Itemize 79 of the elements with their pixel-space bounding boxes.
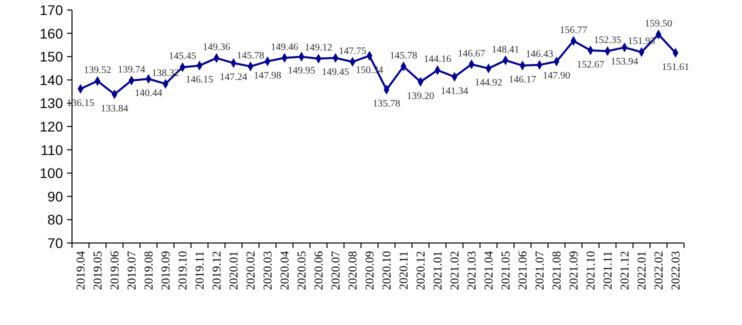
- y-tick-label: 130: [40, 95, 64, 112]
- x-tick-label: 2019.11: [192, 251, 206, 290]
- data-label: 135.78: [372, 98, 400, 110]
- data-label: 139.20: [406, 90, 434, 102]
- x-tick-label: 2021.07: [532, 251, 546, 290]
- y-tick-label: 140: [40, 72, 64, 88]
- x-tick-label: 2021.02: [448, 251, 462, 290]
- data-label: 139.52: [84, 65, 112, 76]
- data-label: 146.43: [526, 48, 554, 60]
- x-tick-label: 2019.09: [158, 251, 172, 290]
- x-tick-label: 2022.03: [668, 251, 682, 290]
- data-label: 152.67: [576, 59, 604, 70]
- x-tick-label: 2022.02: [652, 251, 666, 290]
- x-tick-label: 2021.05: [498, 251, 512, 290]
- y-tick-label: 80: [47, 212, 64, 228]
- data-label: 153.94: [610, 56, 638, 68]
- data-label: 147.98: [254, 70, 282, 82]
- x-tick-label: 2021.10: [584, 251, 598, 290]
- x-tick-label: 2021.11: [600, 251, 614, 290]
- x-tick-label: 2019.07: [124, 251, 138, 290]
- data-label: 147.90: [542, 70, 570, 82]
- y-tick-label: 70: [47, 235, 64, 251]
- data-label: 149.12: [304, 42, 332, 54]
- x-tick-label: 2021.04: [482, 251, 496, 290]
- x-tick-label: 2019.04: [74, 251, 88, 290]
- x-tick-label: 2019.10: [176, 251, 190, 290]
- data-label: 152.35: [594, 35, 622, 46]
- y-tick-label: 170: [40, 2, 64, 18]
- data-label: 140.44: [134, 88, 162, 99]
- data-label: 149.36: [202, 42, 230, 54]
- data-label: 145.78: [390, 50, 418, 62]
- x-tick-label: 2021.08: [550, 251, 564, 290]
- data-label: 144.92: [474, 77, 502, 88]
- x-tick-label: 2019.05: [90, 251, 104, 290]
- x-tick-label: 2020.05: [294, 251, 308, 290]
- y-tick-label: 100: [40, 165, 64, 182]
- data-label: 149.46: [270, 42, 298, 53]
- x-tick-label: 2020.08: [346, 251, 360, 290]
- data-label: 145.78: [236, 50, 264, 62]
- x-tick-label: 2020.09: [362, 251, 376, 290]
- x-tick-label: 2020.07: [328, 251, 342, 290]
- data-label: 148.41: [492, 44, 520, 56]
- data-label: 141.34: [440, 86, 468, 97]
- x-tick-label: 2022.01: [634, 251, 648, 290]
- x-tick-label: 2021.09: [566, 251, 580, 290]
- y-tick-label: 120: [40, 118, 64, 134]
- data-label: 151.61: [662, 62, 690, 73]
- x-tick-label: 2020.12: [414, 251, 428, 290]
- data-label: 145.45: [168, 51, 196, 62]
- x-tick-label: 2020.04: [278, 251, 292, 290]
- x-tick-label: 2021.03: [464, 251, 478, 290]
- x-tick-label: 2020.10: [380, 251, 394, 290]
- x-tick-label: 2019.06: [108, 251, 122, 290]
- x-tick-label: 2020.11: [396, 251, 410, 290]
- data-label: 147.75: [338, 46, 366, 57]
- data-label: 146.15: [186, 74, 214, 86]
- data-label: 139.74: [118, 64, 146, 76]
- x-tick-label: 2021.01: [430, 251, 444, 290]
- x-tick-label: 2020.01: [226, 251, 240, 290]
- y-tick-label: 110: [40, 142, 64, 158]
- x-tick-label: 2021.06: [516, 251, 530, 290]
- y-tick-label: 90: [47, 188, 64, 204]
- x-tick-label: 2019.08: [142, 251, 156, 290]
- x-tick-label: 2021.12: [618, 251, 632, 290]
- x-tick-label: 2020.03: [260, 251, 274, 290]
- data-label: 159.50: [644, 18, 672, 30]
- x-tick-label: 2020.02: [244, 251, 258, 290]
- data-label: 149.45: [322, 66, 350, 78]
- data-label: 133.84: [100, 103, 128, 114]
- data-label: 147.24: [220, 72, 248, 84]
- x-tick-label: 2019.12: [210, 251, 224, 290]
- data-label: 144.16: [424, 54, 452, 66]
- data-label: 146.67: [458, 48, 486, 60]
- data-label: 149.95: [288, 66, 316, 77]
- data-label: 156.77: [560, 24, 588, 36]
- x-tick-label: 2020.06: [312, 251, 326, 290]
- y-tick-label: 160: [40, 25, 64, 42]
- y-tick-label: 150: [40, 48, 64, 65]
- data-label: 146.17: [508, 74, 536, 86]
